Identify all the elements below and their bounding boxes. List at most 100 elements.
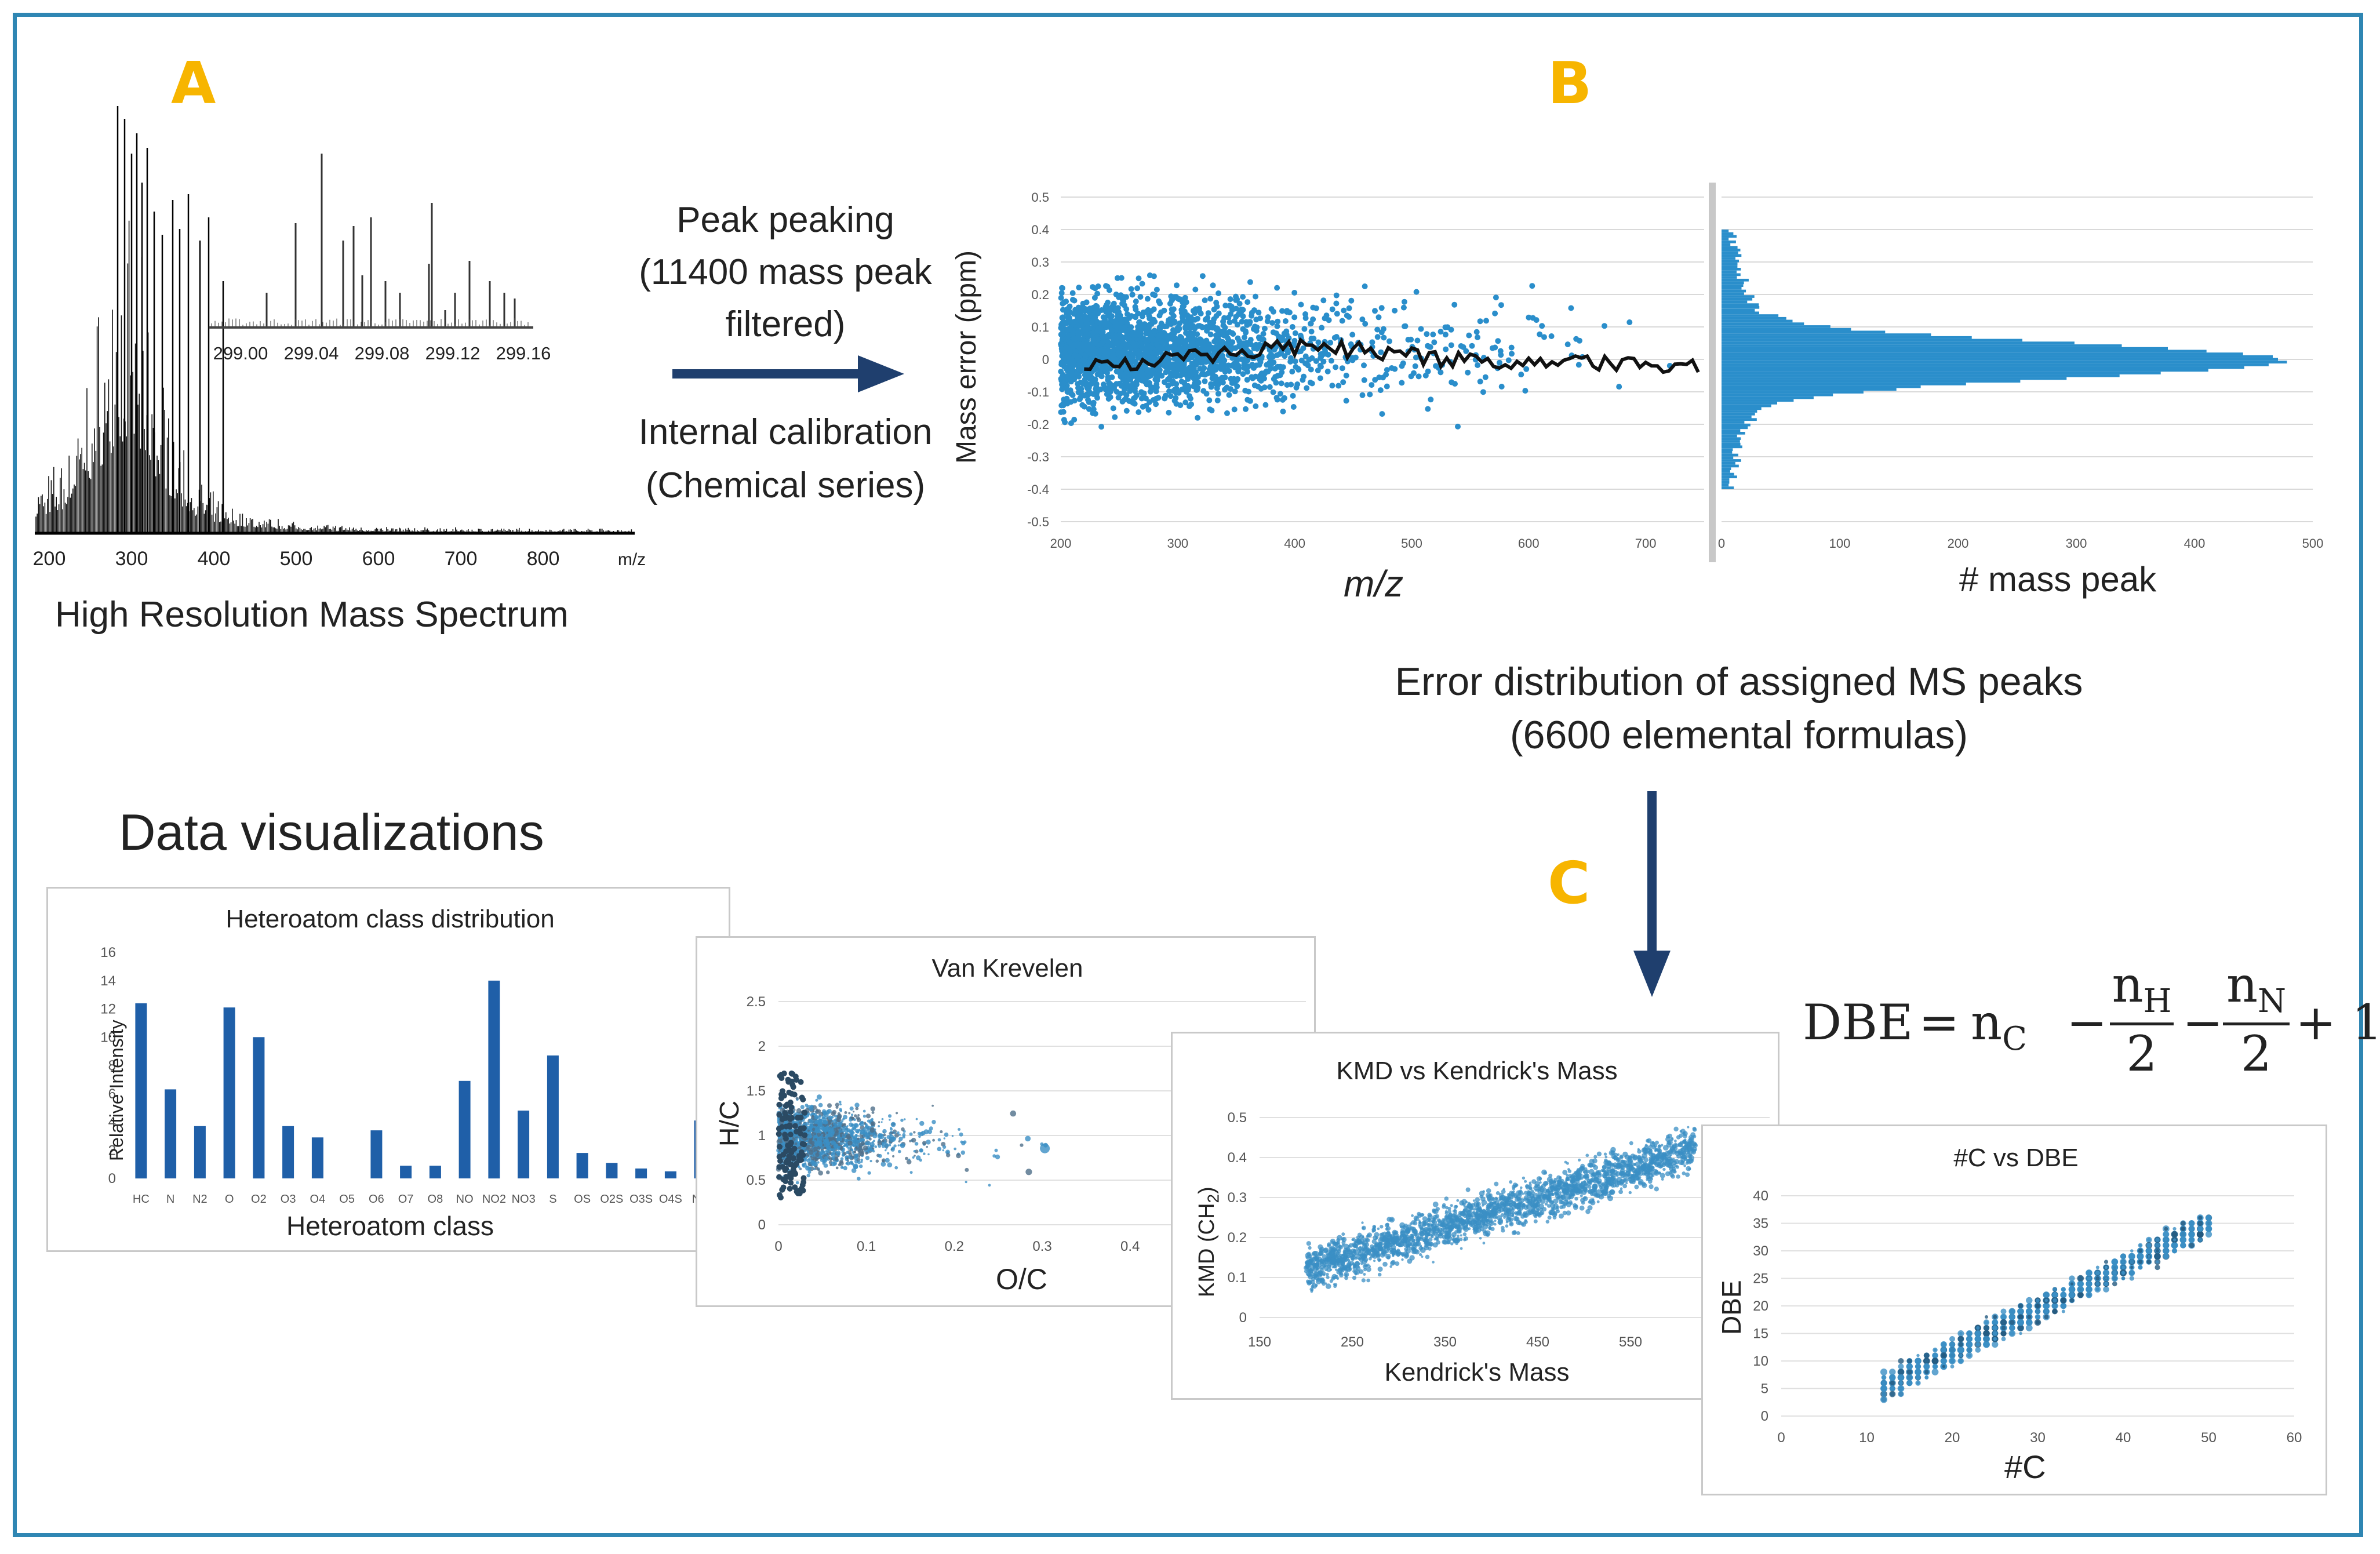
vk-point (819, 1124, 823, 1127)
error-point (1279, 308, 1285, 314)
histogram-bar (1722, 366, 2244, 369)
error-x-tick: 400 (1284, 536, 1305, 551)
error-point (1361, 362, 1367, 369)
vk-point (914, 1142, 919, 1146)
error-point (1498, 384, 1505, 390)
error-point (1091, 348, 1098, 354)
spectrum-x-ticks: 200 300 400 500 600 700 800 m/z (33, 548, 646, 570)
vk-point (926, 1145, 928, 1148)
vk-point (871, 1144, 875, 1148)
step-line-4: Internal calibration (638, 412, 933, 452)
vk-point (861, 1137, 865, 1142)
error-point (1083, 343, 1089, 349)
vk-point (809, 1136, 812, 1139)
error-point (1261, 325, 1268, 332)
error-point (1493, 294, 1499, 301)
vk-point (827, 1144, 829, 1146)
error-point (1475, 362, 1481, 368)
vk-point (822, 1162, 825, 1165)
error-point (1430, 332, 1436, 337)
error-point (1264, 368, 1269, 374)
vk-point (827, 1103, 832, 1108)
error-point (1241, 365, 1247, 371)
vk-point (802, 1163, 807, 1168)
bar-x-tick: O8 (428, 1193, 443, 1206)
vk-point (849, 1118, 853, 1122)
error-point (1251, 345, 1257, 351)
formula-frac-h-num: nH (2110, 956, 2174, 1025)
error-point (1181, 343, 1188, 349)
error-point (1431, 339, 1438, 345)
formula-nh-n: n (2112, 956, 2144, 1013)
error-point (1215, 391, 1221, 397)
spectrum-x-tick: 500 (280, 548, 313, 570)
error-point (1309, 355, 1315, 361)
vk-point (782, 1167, 788, 1173)
kmd-point (1382, 1261, 1388, 1267)
panel-kmd: KMD vs Kendrick's Mass 0.5 0.4 0.3 0.2 0.1 0 … (1171, 1032, 1779, 1400)
bar (429, 1166, 441, 1178)
vk-point (792, 1137, 796, 1141)
error-point (1339, 365, 1345, 372)
vk-point (798, 1157, 804, 1163)
vk-point (813, 1132, 817, 1136)
error-point (1273, 380, 1279, 386)
error-point (1092, 314, 1098, 321)
formula-frac-n-den: 2 (2240, 1025, 2272, 1082)
histogram-bar (1722, 404, 1771, 407)
error-point (1242, 387, 1249, 394)
error-point (1278, 350, 1284, 356)
error-point (1268, 351, 1274, 358)
vk-y-label: H/C (714, 1100, 744, 1147)
error-point (1277, 391, 1283, 397)
error-point (1069, 290, 1076, 296)
vk-point (822, 1109, 827, 1113)
error-point (1477, 318, 1483, 325)
vk-point (853, 1123, 858, 1127)
error-point (1110, 405, 1116, 412)
vk-point (795, 1115, 801, 1121)
error-point (1505, 357, 1512, 363)
error-point (1133, 299, 1139, 304)
error-x-tick: 600 (1518, 536, 1540, 551)
error-y-tick: 0.5 (1031, 190, 1049, 205)
error-point (1065, 318, 1071, 324)
vk-point (806, 1173, 810, 1178)
bar-y-tick: 16 (100, 945, 116, 960)
vk-point (855, 1107, 859, 1111)
error-point (1244, 299, 1251, 305)
error-point (1143, 322, 1149, 329)
bar (194, 1126, 206, 1178)
error-point (1270, 389, 1276, 395)
error-point (1127, 345, 1134, 352)
vk-point (861, 1151, 865, 1155)
vk-point (827, 1125, 829, 1128)
kmd-point (1520, 1186, 1523, 1189)
vk-point (965, 1181, 967, 1184)
histogram-bar (1722, 453, 1738, 457)
kmd-point (1562, 1170, 1568, 1175)
error-point (1136, 409, 1142, 416)
down-arrow (1633, 791, 1671, 997)
error-point (1157, 300, 1163, 307)
histogram-x-label: # mass peak (1959, 560, 2157, 599)
spectrum-caption: High Resolution Mass Spectrum (55, 595, 569, 635)
error-point (1085, 331, 1091, 337)
vk-point (815, 1098, 818, 1102)
vk-point (840, 1134, 842, 1137)
formula-plus-one: + 1 (2295, 994, 2380, 1051)
error-point (1231, 406, 1238, 413)
kmd-point (1450, 1204, 1453, 1207)
error-point (1251, 307, 1257, 314)
error-point (1094, 290, 1101, 297)
vk-point (776, 1112, 783, 1118)
bar-x-tick: N (166, 1193, 174, 1206)
vk-point (838, 1137, 843, 1142)
error-point (1107, 388, 1113, 395)
error-point (1209, 407, 1215, 414)
outer-frame (13, 13, 2363, 1537)
error-point (1227, 303, 1233, 309)
vk-point (835, 1106, 839, 1109)
error-point (1241, 334, 1247, 341)
vk-point (900, 1119, 904, 1122)
